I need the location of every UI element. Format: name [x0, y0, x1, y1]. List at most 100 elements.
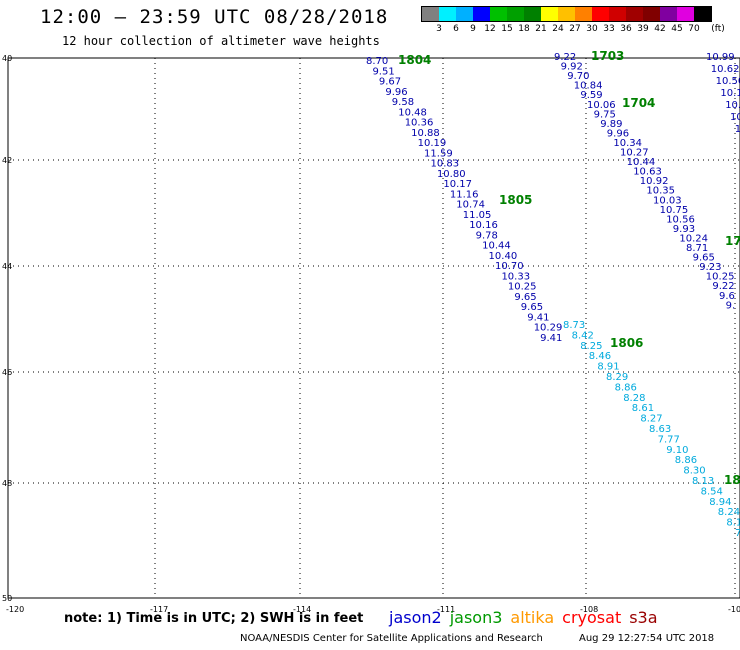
legend-swatch: [694, 7, 711, 21]
wave-height-value: 8.94: [709, 497, 731, 508]
legend-tick-label: 30: [586, 24, 598, 34]
wave-height-value: 1: [735, 124, 740, 135]
legend-tick-label: 18: [518, 24, 530, 34]
wave-height-value: 9.65: [693, 253, 715, 264]
latitude-label: 44: [2, 262, 12, 271]
latitude-label: 42: [2, 156, 12, 165]
wave-height-value: 9.22: [554, 52, 576, 63]
longitude-label: -114: [293, 605, 311, 614]
map-frame: [7, 57, 740, 599]
legend-swatch: [626, 7, 643, 21]
legend-tick-label: 15: [501, 24, 513, 34]
wave-height-value: 7.: [735, 528, 740, 539]
wave-height-value: 9.10: [666, 445, 688, 456]
legend-swatch: [524, 7, 541, 21]
wave-height-value: 8.70: [366, 56, 388, 67]
wave-height-value: 10.88: [411, 128, 440, 139]
wave-height-value: 10.44: [627, 157, 656, 168]
wave-height-value: 10.25: [706, 272, 735, 283]
wave-height-value: 8.42: [572, 330, 594, 341]
longitude-label: -120: [6, 605, 24, 614]
wave-height-value: 10.35: [646, 186, 675, 197]
legend-swatch: [643, 7, 660, 21]
wave-height-value: 10.50: [716, 76, 740, 87]
legend-swatch: [473, 7, 490, 21]
longitude-label: -10: [728, 605, 740, 614]
wave-height-value: 8.30: [683, 466, 705, 477]
longitude-label: -108: [580, 605, 598, 614]
wave-height-value: 10.36: [405, 118, 434, 129]
wave-height-value: 11.59: [424, 148, 453, 159]
wave-height-value: 11.16: [450, 189, 479, 200]
wave-height-value: 10.40: [489, 251, 518, 262]
legend-swatches: [421, 6, 712, 22]
wave-height-value: 8.71: [686, 243, 708, 254]
wave-height-value: 9.96: [385, 87, 407, 98]
legend-swatch: [609, 7, 626, 21]
wave-height-value: 10.83: [431, 159, 460, 170]
wave-height-value: 8.27: [640, 414, 662, 425]
legend-tick-label: 9: [470, 24, 476, 34]
wave-height-value: 10.29: [534, 323, 563, 334]
wave-height-value: 10.34: [613, 138, 642, 149]
legend-labels: 3 6 9 12 15 18 21 24 27 30 33 36 39 42 45 70 (ft): [421, 24, 725, 38]
wave-height-value: 10.17: [443, 179, 472, 190]
wave-height-value: 10.70: [495, 261, 524, 272]
credit-line: NOAA/NESDIS Center for Satellite Applica…: [240, 633, 543, 644]
wave-height-value: 10.3: [725, 100, 740, 111]
legend-swatch: [660, 7, 677, 21]
wave-height-value: 9.92: [561, 62, 583, 73]
wave-height-value: 10.44: [482, 241, 511, 252]
wave-height-value: 9.: [726, 300, 736, 311]
wave-height-value: 10.1: [720, 88, 740, 99]
wave-height-value: 9.65: [521, 302, 543, 313]
legend-tick-label: 33: [603, 24, 615, 34]
wave-height-value: 8.63: [649, 424, 671, 435]
satellite-jason3: jason3: [449, 608, 503, 627]
legend-swatch: [558, 7, 575, 21]
satellite-altika: altika: [510, 608, 555, 627]
wave-height-value: 10.84: [574, 81, 603, 92]
wave-height-value: 8.46: [589, 351, 611, 362]
wave-height-value: 10.33: [501, 271, 530, 282]
legend-tick-label: 70: [688, 24, 700, 34]
legend-swatch: [422, 7, 439, 21]
latitude-label: 40: [2, 54, 12, 63]
wave-height-value: 10.27: [620, 148, 649, 159]
wave-height-value: 9.58: [392, 97, 414, 108]
satellite-cryosat: cryosat: [562, 608, 622, 627]
wave-height-value: 10.63: [633, 167, 662, 178]
wave-height-value: 9.70: [567, 71, 589, 82]
legend-tick-label: 24: [552, 24, 564, 34]
legend-swatch: [490, 7, 507, 21]
legend-tick-label: 45: [671, 24, 683, 34]
wave-height-value: 8.28: [623, 393, 645, 404]
latitude-label: 50: [2, 594, 12, 603]
wave-height-value: 10.99: [706, 52, 735, 63]
wave-height-value: 10.75: [660, 205, 689, 216]
wave-height-value: 10.92: [640, 176, 669, 187]
wave-height-value: 10.19: [418, 138, 447, 149]
wave-height-value: 8.73: [563, 320, 585, 331]
wave-height-value: 9.96: [607, 128, 629, 139]
satellite-s3a: s3a: [629, 608, 658, 627]
legend-tick-label: 6: [453, 24, 459, 34]
wave-height-value: 9.41: [527, 312, 549, 323]
legend-swatch: [592, 7, 609, 21]
wave-height-value: 10.74: [456, 200, 485, 211]
pass-label: 17: [725, 234, 740, 248]
legend-swatch: [507, 7, 524, 21]
wave-height-value: 10.24: [679, 233, 708, 244]
legend-tick-label: 12: [484, 24, 496, 34]
wave-height-value: 10.48: [398, 107, 427, 118]
longitude-label: -111: [437, 605, 455, 614]
wave-height-value: 9.6: [719, 291, 735, 302]
wave-height-value: 9.22: [712, 281, 734, 292]
wave-height-value: 10.: [730, 112, 740, 123]
satellite-jason2: jason2: [389, 608, 442, 627]
pass-label: 1703: [591, 49, 624, 63]
wave-height-value: 9.93: [673, 224, 695, 235]
wave-height-value: 10.62: [711, 64, 740, 75]
pass-label: 1805: [499, 193, 532, 207]
